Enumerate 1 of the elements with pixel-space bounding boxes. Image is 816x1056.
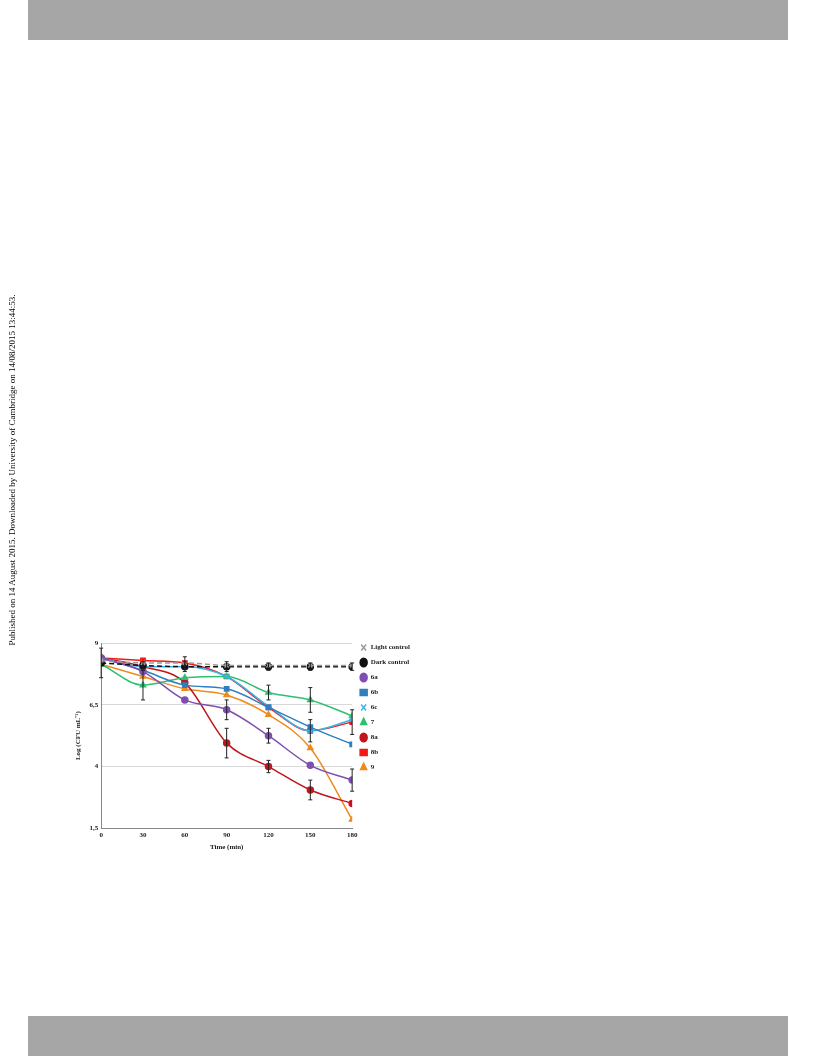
text: Published on 14 August 2015. Downloaded by University of Cambridge on 14/08/2015 13:44:53. <box>7 294 17 646</box>
